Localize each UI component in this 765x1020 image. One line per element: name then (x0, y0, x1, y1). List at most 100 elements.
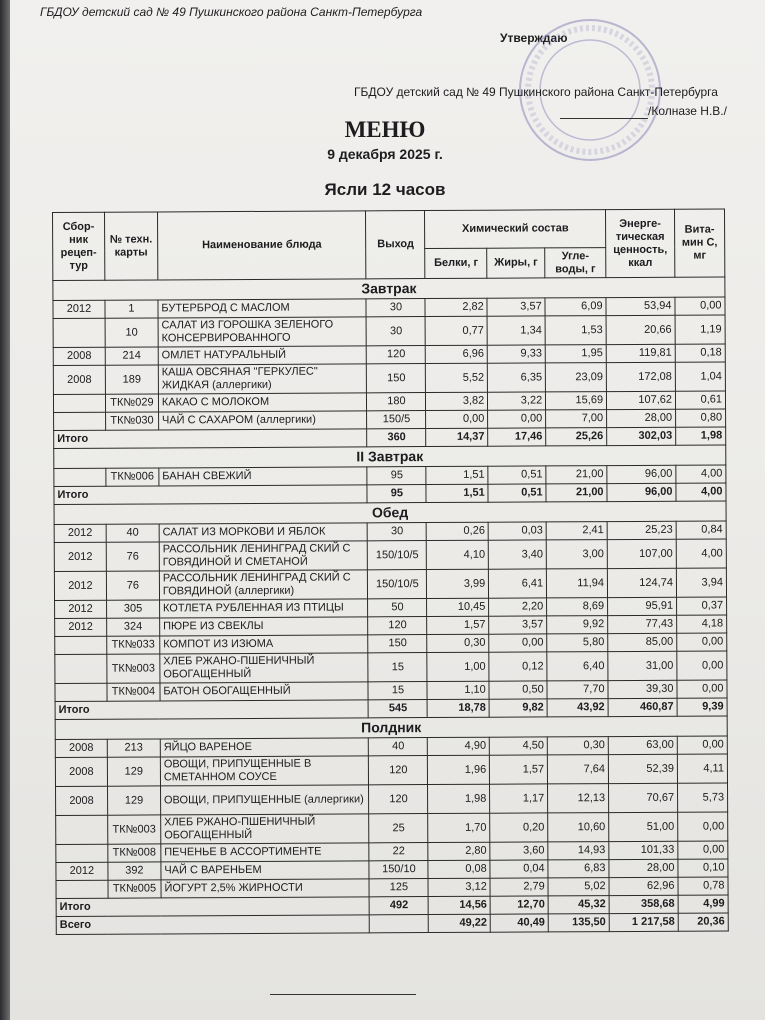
cell-carbs: 3,00 (546, 539, 608, 569)
cell-energy: 25,23 (607, 521, 677, 540)
cell-tech-card: 10 (104, 317, 159, 348)
total-row-protein: 18,78 (427, 699, 490, 718)
total-row-fat: 9,82 (489, 698, 548, 718)
grand-total-row-label: Всего (56, 914, 370, 935)
cell-collection (55, 815, 108, 845)
cell-carbs: 23,09 (545, 362, 607, 392)
total-row-output: 492 (369, 896, 429, 915)
cell-collection: 2012 (54, 524, 107, 543)
cell-protein: 1,51 (426, 466, 489, 485)
cell-protein: 2,80 (428, 842, 491, 861)
table-row: 2012 76 РАССОЛЬНИК ЛЕНИНГРАД СКИЙ С ГОВЯДИ… (54, 567, 727, 601)
cell-fat: 3,57 (488, 615, 547, 635)
cell-vitamin-c: 0,00 (676, 679, 728, 699)
cell-vitamin-c: 0,00 (677, 735, 728, 755)
cell-dish-name: ЯЙЦО ВАРЕНОЕ (160, 737, 369, 757)
cell-carbs: 5,80 (546, 633, 608, 652)
cell-fat: 0,12 (489, 651, 548, 682)
cell-dish-name: БАТОН ОБОГАЩЕННЫЙ (159, 681, 369, 701)
col-energy: Энерге-тическая ценность, ккал (605, 209, 675, 278)
grand-total-row-vitamin-c: 20,36 (678, 912, 729, 932)
cell-tech-card: ТК№004 (106, 682, 160, 702)
cell-tech-card: ТК№008 (107, 843, 161, 863)
cell-vitamin-c: 0,00 (677, 840, 728, 860)
document-page (10, 0, 765, 1020)
cell-output: 50 (367, 598, 428, 617)
cell-output: 30 (367, 522, 427, 541)
cell-output: 95 (367, 466, 427, 485)
grand-total-row-energy: 1 217,58 (609, 913, 679, 932)
total-row-vitamin-c: 1,98 (675, 426, 726, 446)
cell-dish-name: КОМПОТ ИЗ ИЗЮМА (159, 634, 369, 654)
total-row-fat: 17,46 (487, 427, 546, 447)
total-row-fat: 0,51 (488, 483, 547, 503)
grand-total-row-fat: 40,49 (490, 913, 549, 933)
cell-tech-card: ТК№003 (106, 653, 160, 684)
cell-vitamin-c: 0,84 (676, 520, 727, 540)
cell-dish-name: РАССОЛЬНИК ЛЕНИНГРАД СКИЙ С ГОВЯДИНОЙ (а… (159, 569, 368, 600)
cell-tech-card: ТК№030 (105, 411, 159, 431)
cell-output: 22 (369, 842, 429, 861)
cell-dish-name: ПЮРЕ ИЗ СВЕКЛЫ (159, 616, 369, 636)
organization-header: ГБДОУ детский сад № 49 Пушкинского район… (40, 5, 423, 19)
menu-table-body: Завтрак 2012 1 БУТЕРБРОД С МАСЛОМ 30 2,82 3,57… (52, 276, 729, 935)
signature-line-bottom (270, 994, 416, 995)
cell-fat: 0,20 (489, 812, 548, 843)
cell-output: 125 (369, 878, 429, 897)
grand-total-row: Всего 49,22 40,49 135,50 1 217,58 20,36 (56, 912, 729, 935)
cell-energy: 70,67 (608, 783, 678, 813)
cell-energy: 96,00 (606, 465, 676, 484)
total-row-fat: 12,70 (490, 895, 549, 915)
total-row-output: 360 (367, 428, 427, 447)
cell-vitamin-c: 0,78 (677, 876, 729, 896)
cell-collection (54, 654, 107, 684)
col-vitamin: Вита-мин С, мг (674, 208, 725, 278)
cell-energy: 28,00 (608, 859, 678, 878)
total-row-label: Итого (56, 896, 370, 917)
cell-carbs: 0,30 (547, 736, 609, 755)
cell-vitamin-c: 3,94 (676, 567, 727, 598)
cell-dish-name: КОТЛЕТА РУБЛЕННАЯ ИЗ ПТИЦЫ (159, 598, 369, 618)
cell-protein: 1,00 (427, 652, 490, 682)
cell-collection (53, 318, 106, 348)
cell-tech-card: 76 (106, 570, 160, 601)
cell-carbs: 7,00 (545, 409, 607, 428)
cell-collection (53, 468, 106, 487)
cell-dish-name: САЛАТ ИЗ МОРКОВИ И ЯБЛОК (159, 522, 368, 542)
cell-fat: 3,40 (488, 539, 547, 570)
cell-collection (56, 880, 109, 899)
cell-output: 150/10 (369, 860, 429, 879)
cell-collection (54, 683, 107, 702)
cell-dish-name: ЙОГУРТ 2,5% ЖИРНОСТИ (160, 878, 370, 898)
cell-tech-card: 213 (107, 738, 161, 758)
cell-dish-name: ЧАЙ С САХАРОМ (аллергики) (158, 410, 368, 430)
cell-collection (55, 844, 108, 863)
cell-collection: 2008 (55, 786, 108, 816)
cell-protein: 4,90 (427, 737, 490, 756)
grand-total-row-protein: 49,22 (428, 914, 491, 933)
cell-tech-card: 392 (107, 861, 161, 881)
cell-energy: 20,66 (606, 315, 676, 345)
cell-tech-card: 305 (106, 599, 160, 619)
cell-vitamin-c: 5,73 (677, 782, 728, 813)
cell-output: 15 (368, 652, 428, 682)
cell-collection: 2012 (54, 571, 107, 601)
cell-tech-card: 76 (106, 541, 160, 572)
menu-table: Сбор-ник рецеп-тур № техн. карты Наимено… (52, 208, 729, 935)
table-row: 10 САЛАТ ИЗ ГОРОШКА ЗЕЛЕНОГО КОНСЕРВИРОВА… (53, 314, 726, 348)
cell-fat: 2,20 (488, 597, 547, 617)
cell-carbs: 7,70 (547, 680, 609, 699)
table-row: ТК№003 ХЛЕБ РЖАНО-ПШЕНИЧНЫЙ ОБОГАЩЕННЫЙ 25… (55, 811, 728, 845)
cell-energy: 85,00 (607, 633, 677, 652)
total-row-protein: 14,37 (426, 428, 489, 447)
grand-total-row-carbs: 135,50 (548, 913, 610, 932)
cell-energy: 119,81 (606, 344, 676, 363)
cell-protein: 1,57 (427, 616, 489, 635)
cell-carbs: 1,95 (545, 344, 607, 363)
cell-carbs: 14,93 (547, 841, 609, 860)
total-row-carbs: 25,26 (545, 427, 607, 446)
group-title: Ясли 12 часов (324, 180, 446, 199)
cell-tech-card: ТК№006 (105, 467, 159, 487)
cell-energy: 63,00 (608, 736, 678, 755)
cell-dish-name: ПЕЧЕНЬЕ В АССОРТИМЕНТЕ (160, 842, 370, 862)
